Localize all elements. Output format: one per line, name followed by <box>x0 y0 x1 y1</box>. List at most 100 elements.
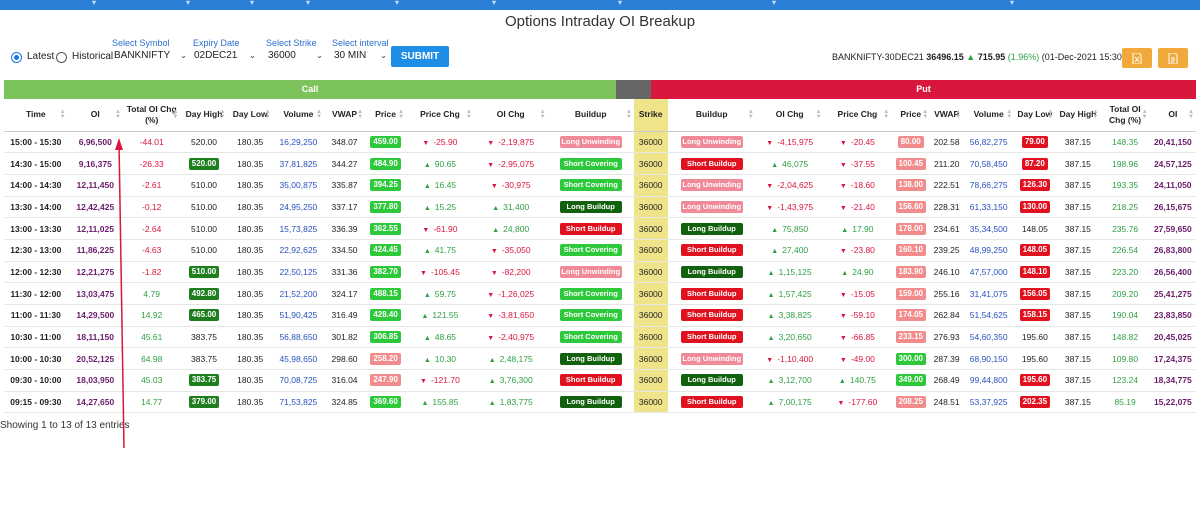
chevron-down-icon[interactable]: ▾ <box>92 0 97 7</box>
symbol-select[interactable]: BANKNIFTY ⌄ <box>114 50 187 64</box>
table-row[interactable]: 13:00 - 13:30 12,11,025 -2.64 510.00 180.35 1… <box>4 217 1196 240</box>
put-buildup-cell: Long Unwinding <box>667 347 756 371</box>
column-header[interactable]: Price ▲ ▼ <box>365 99 407 132</box>
sort-icon[interactable]: ▲ ▼ <box>539 109 546 120</box>
column-header[interactable]: OI Chg ▲ ▼ <box>473 99 548 132</box>
sort-icon[interactable]: ▲ ▼ <box>747 109 754 120</box>
call-oi-cell: 11,86,225 <box>67 239 123 262</box>
chevron-down-icon[interactable]: ▾ <box>250 0 255 7</box>
column-header[interactable]: OI ▲ ▼ <box>1149 99 1196 132</box>
put-price-chg-cell-value: -49.00 <box>850 353 875 364</box>
sort-icon[interactable]: ▲ ▼ <box>1188 109 1194 120</box>
chevron-down-icon: ⌄ <box>249 51 256 60</box>
table-row[interactable]: 14:00 - 14:30 12,11,450 -2.61 510.00 180.35 3… <box>4 174 1196 197</box>
arrow-up-icon: ▲ <box>838 378 846 386</box>
put-oi-cell: 24,57,125 <box>1149 152 1196 175</box>
column-header[interactable]: Day Low ▲ ▼ <box>227 99 273 132</box>
strike-select[interactable]: 36000 ⌄ <box>268 50 323 64</box>
call-vwap-cell: 298.60 <box>324 347 366 371</box>
sort-icon[interactable]: ▲ ▼ <box>219 109 226 120</box>
latest-radio[interactable] <box>11 52 22 63</box>
call-buildup-cell-badge: Short Covering <box>559 331 622 344</box>
column-header[interactable]: Buildup ▲ ▼ <box>667 99 756 132</box>
sort-icon[interactable]: ▲ ▼ <box>922 109 929 120</box>
sort-icon[interactable]: ▲ ▼ <box>1092 109 1099 120</box>
expiry-select[interactable]: 02DEC21 ⌄ <box>194 50 256 64</box>
arrow-down-icon: ▼ <box>487 161 495 169</box>
column-header[interactable]: Total OI Chg (%) ▲ ▼ <box>122 99 181 132</box>
table-row[interactable]: 15:00 - 15:30 6,96,500 -44.01 520.00 180.35 1… <box>4 131 1196 154</box>
column-header-label: Price <box>375 109 396 120</box>
column-header[interactable]: Price Chg ▲ ▼ <box>823 99 892 132</box>
column-header[interactable]: Day High ▲ ▼ <box>1055 99 1101 132</box>
sort-icon[interactable]: ▲ ▼ <box>1006 109 1013 120</box>
column-header[interactable]: Price ▲ ▼ <box>891 99 931 132</box>
call-price-chg-cell-value: -105.45 <box>430 266 460 277</box>
time-cell: 11:30 - 12:00 <box>4 282 68 305</box>
column-header[interactable]: Day High ▲ ▼ <box>180 99 228 132</box>
call-price-cell: 394.25 <box>365 174 407 197</box>
column-header[interactable]: VWAP ▲ ▼ <box>324 99 366 132</box>
column-header[interactable]: Buildup ▲ ▼ <box>547 99 634 132</box>
submit-button[interactable]: SUBMIT <box>391 46 449 67</box>
sort-icon[interactable]: ▲ ▼ <box>316 109 323 120</box>
put-total-oi-chg-cell: 193.35 <box>1100 174 1150 197</box>
call-buildup-cell-badge: Long Buildup <box>559 396 622 409</box>
column-header[interactable]: VWAP ▲ ▼ <box>930 99 964 132</box>
pdf-export-button[interactable] <box>1158 48 1188 68</box>
expiry-label: Expiry Date <box>193 38 240 48</box>
sort-icon[interactable]: ▲ ▼ <box>115 109 121 120</box>
table-row[interactable]: 13:30 - 14:00 12,42,425 -0.12 510.00 180.35 2… <box>4 196 1196 219</box>
chevron-down-icon[interactable]: ▾ <box>772 0 777 7</box>
sort-icon[interactable]: ▲ ▼ <box>357 109 364 120</box>
call-oi-chg-cell-value: -82,200 <box>501 266 531 277</box>
sort-icon[interactable]: ▲ ▼ <box>625 109 632 120</box>
interval-select[interactable]: 30 MIN ⌄ <box>334 50 387 64</box>
column-header[interactable]: OI Chg ▲ ▼ <box>755 99 824 132</box>
strike-cell: 36000 <box>633 391 668 414</box>
historical-radio[interactable] <box>56 52 67 63</box>
table-row[interactable]: 14:30 - 15:00 9,16,375 -26.33 520.00 180.35 3… <box>4 152 1196 175</box>
table-row[interactable]: 10:30 - 11:00 18,11,150 45.61 383.75 180.35 5… <box>4 326 1196 349</box>
put-buildup-cell-badge: Long Unwinding <box>680 352 743 365</box>
table-row[interactable]: 12:30 - 13:00 11,86,225 -4.63 510.00 180.35 2… <box>4 239 1196 262</box>
column-header-label: Time <box>25 109 46 120</box>
call-day-low-cell: 180.35 <box>227 152 273 175</box>
column-header[interactable]: Volume ▲ ▼ <box>963 99 1015 132</box>
table-row[interactable]: 09:30 - 10:00 18,03,950 45.03 383.75 180.35 7… <box>4 369 1196 392</box>
column-header[interactable]: Time ▲ ▼ <box>4 99 68 132</box>
sort-icon[interactable]: ▲ ▼ <box>883 109 890 120</box>
column-header[interactable]: Price Chg ▲ ▼ <box>406 99 474 132</box>
chevron-down-icon[interactable]: ▾ <box>1010 0 1015 7</box>
table-row[interactable]: 11:30 - 12:00 13,03,475 4.79 492.80 180.35 21… <box>4 282 1196 305</box>
column-header[interactable]: OI ▲ ▼ <box>67 99 123 132</box>
sort-icon[interactable]: ▲ ▼ <box>465 109 472 120</box>
chevron-down-icon[interactable]: ▾ <box>618 0 623 7</box>
chevron-down-icon[interactable]: ▾ <box>306 0 311 7</box>
chevron-down-icon[interactable]: ▾ <box>395 0 400 7</box>
table-row[interactable]: 12:00 - 12:30 12,21,275 -1.82 510.00 180.35 2… <box>4 261 1196 284</box>
sort-icon[interactable]: ▲ ▼ <box>59 109 66 120</box>
sort-icon[interactable]: ▲ ▼ <box>1047 109 1054 120</box>
column-header[interactable]: Volume ▲ ▼ <box>272 99 325 132</box>
sort-icon[interactable]: ▲ ▼ <box>398 109 405 120</box>
table-row[interactable]: 09:15 - 09:30 14,27,650 14.77 379.00 180.35 7… <box>4 391 1196 414</box>
sort-icon[interactable]: ▲ ▼ <box>1141 109 1148 120</box>
call-oi-cell: 12,11,025 <box>67 217 123 240</box>
call-vwap-cell: 324.17 <box>324 282 366 305</box>
strike-cell: 36000 <box>633 131 668 154</box>
table-row[interactable]: 10:00 - 10:30 20,52,125 64.98 383.75 180.35 4… <box>4 347 1196 371</box>
column-header[interactable]: Strike <box>633 99 668 132</box>
column-header[interactable]: Total OI Chg (%) ▲ ▼ <box>1100 99 1150 132</box>
excel-export-button[interactable] <box>1122 48 1152 68</box>
call-price-cell: 428.40 <box>365 304 407 327</box>
column-header[interactable]: Day Low ▲ ▼ <box>1014 99 1056 132</box>
chevron-down-icon[interactable]: ▾ <box>186 0 191 7</box>
table-row[interactable]: 11:00 - 11:30 14,29,500 14.92 465.00 180.35 5… <box>4 304 1196 327</box>
call-oi-cell: 18,11,150 <box>67 326 123 349</box>
sort-icon[interactable]: ▲ ▼ <box>172 109 179 120</box>
sort-icon[interactable]: ▲ ▼ <box>955 109 962 120</box>
sort-icon[interactable]: ▲ ▼ <box>264 109 271 120</box>
sort-icon[interactable]: ▲ ▼ <box>815 109 822 120</box>
chevron-down-icon[interactable]: ▾ <box>492 0 497 7</box>
